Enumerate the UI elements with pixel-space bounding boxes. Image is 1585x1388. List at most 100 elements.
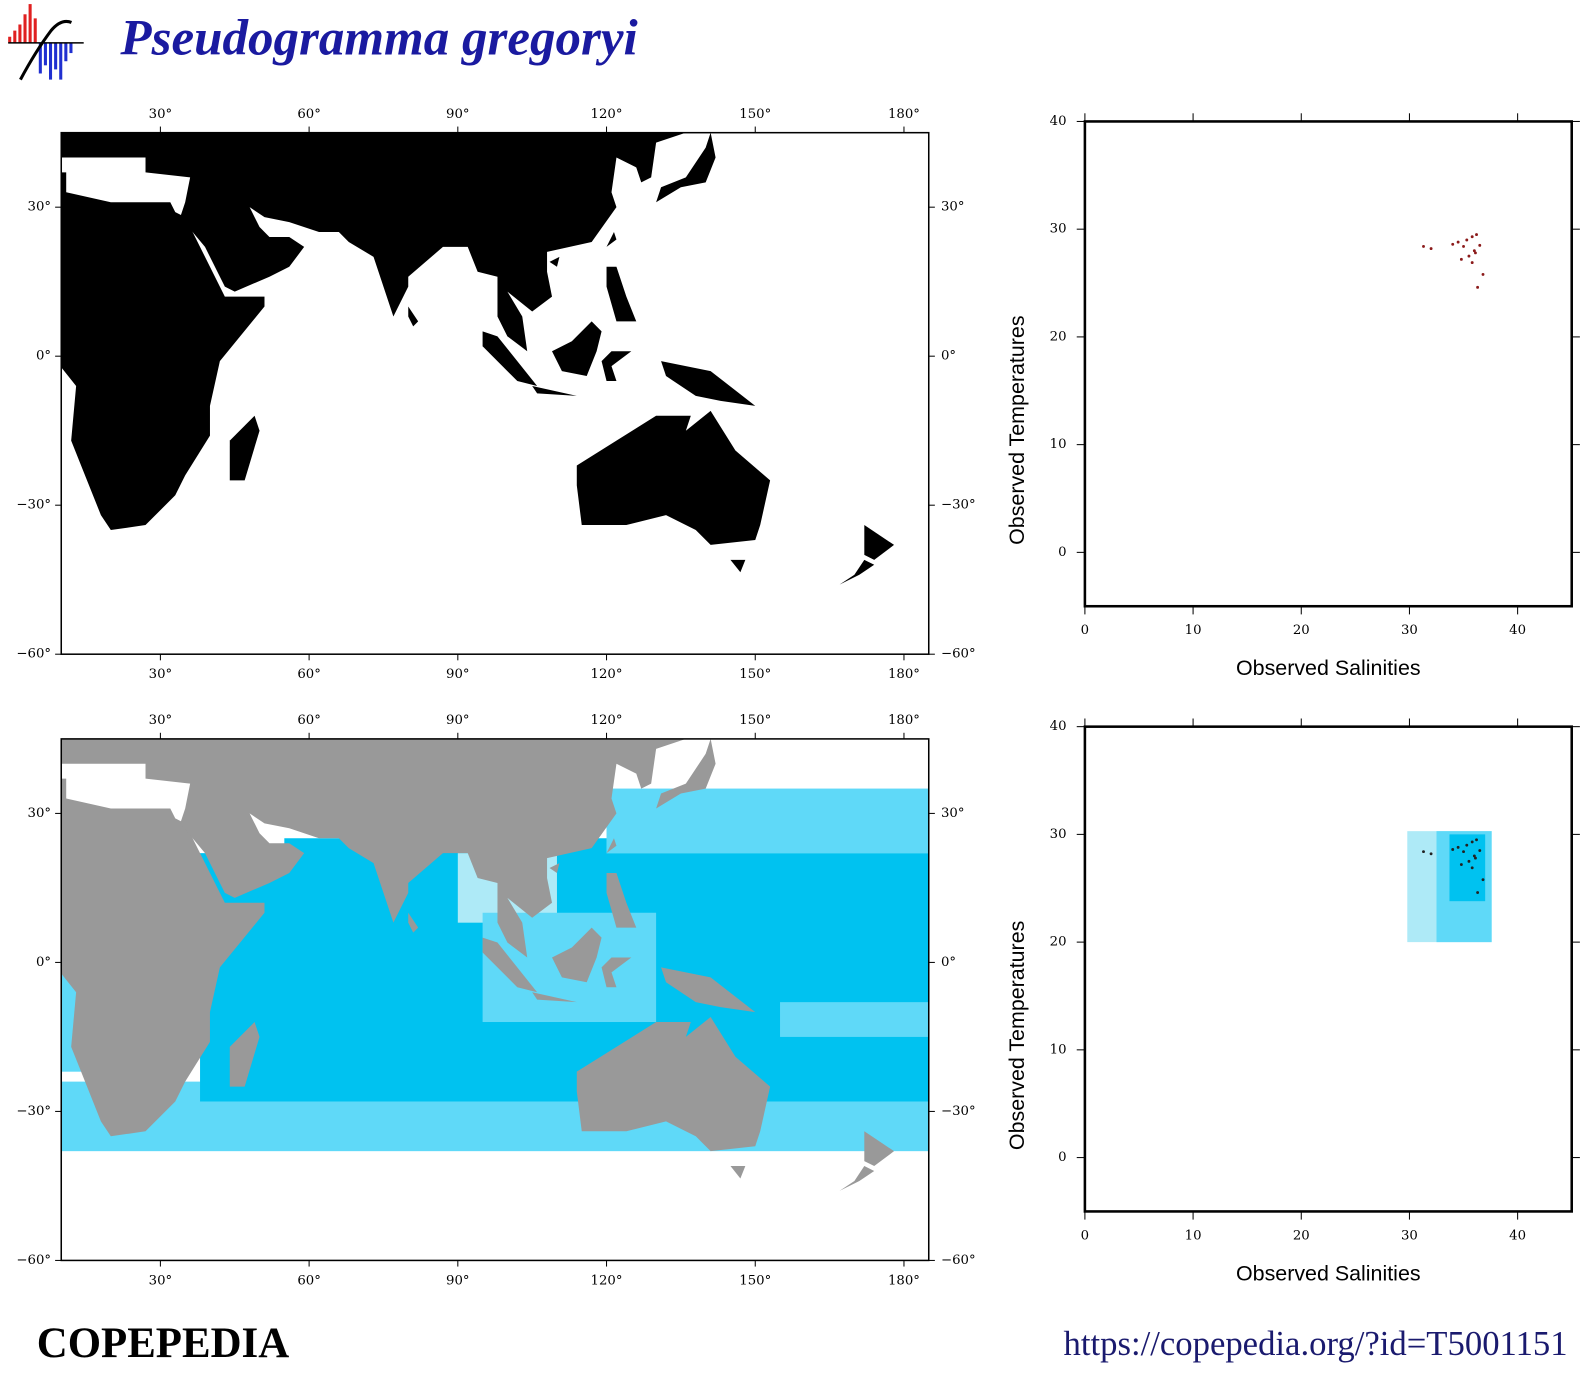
point	[1451, 848, 1455, 851]
point	[1476, 285, 1480, 289]
land	[839, 559, 875, 585]
x-tick-label: 180°	[888, 667, 920, 682]
land	[482, 937, 538, 993]
point	[1478, 849, 1482, 852]
y-tick-label: 10	[1050, 437, 1067, 452]
x-tick-label: 30	[1401, 1228, 1418, 1243]
point	[1470, 235, 1474, 239]
land	[576, 410, 771, 545]
land	[408, 306, 419, 327]
x-tick-label: 60°	[297, 667, 321, 682]
point	[1459, 257, 1463, 261]
plot-area	[1422, 233, 1485, 289]
land	[482, 331, 538, 386]
point	[1472, 249, 1476, 253]
x-tick-label: 60°	[297, 107, 321, 122]
x-tick-label: 20	[1293, 623, 1310, 638]
y-tick-label: 0	[1058, 1150, 1066, 1165]
land	[532, 385, 577, 396]
x-tick-label: 180°	[888, 713, 920, 728]
x-tick-label: 30°	[149, 107, 173, 122]
x-axis-label: Observed Salinities	[1236, 1261, 1421, 1285]
point	[1456, 240, 1460, 244]
point	[1429, 852, 1433, 856]
y-axis-label: Observed Temperatures	[1005, 315, 1029, 544]
point	[1429, 247, 1433, 250]
y-tick-label: −30°	[941, 498, 976, 513]
x-tick-label: 10	[1185, 1228, 1202, 1243]
distribution-zone	[780, 1002, 929, 1037]
point	[1475, 838, 1478, 842]
y-tick-label: 0°	[941, 349, 956, 364]
land	[730, 1166, 746, 1179]
point	[1465, 843, 1469, 847]
land	[606, 873, 637, 928]
point	[1422, 244, 1425, 248]
y-tick-label: 0°	[36, 955, 51, 970]
land	[839, 1166, 875, 1191]
x-tick-label: 90°	[446, 667, 470, 682]
x-tick-label: 180°	[888, 107, 920, 122]
x-tick-label: 0	[1081, 623, 1089, 638]
point	[1456, 845, 1460, 849]
point	[1465, 238, 1469, 242]
point	[1472, 854, 1476, 858]
y-tick-label: 0	[1058, 545, 1066, 560]
land	[61, 738, 686, 958]
x-tick-label: 0	[1081, 1228, 1089, 1243]
point	[1476, 891, 1480, 894]
y-tick-label: 0°	[941, 955, 956, 970]
y-tick-label: 40	[1050, 114, 1067, 129]
land	[532, 992, 577, 1003]
x-tick-label: 30°	[149, 713, 173, 728]
y-tick-label: 30°	[28, 200, 52, 215]
land	[61, 132, 686, 352]
map-frame	[60, 738, 930, 1262]
x-tick-label: 10	[1185, 623, 1202, 638]
point	[1462, 850, 1465, 854]
x-tick-label: 120°	[591, 713, 623, 728]
x-tick-label: 150°	[739, 667, 771, 682]
plot-area	[1407, 831, 1492, 943]
point	[1474, 251, 1477, 255]
y-tick-label: 10	[1050, 1042, 1067, 1057]
point	[1470, 840, 1474, 844]
land	[661, 967, 756, 1013]
y-tick-label: 20	[1050, 935, 1067, 950]
x-tick-label: 60°	[297, 713, 321, 728]
point	[1422, 850, 1425, 854]
x-tick-label: 60°	[297, 1273, 321, 1288]
point	[1451, 242, 1455, 246]
url[interactable]: https://copepedia.org/?id=T5001151	[1063, 1324, 1567, 1363]
point	[1481, 272, 1485, 276]
y-tick-label: 30°	[28, 806, 52, 821]
y-axis-label: Observed Temperatures	[1005, 921, 1029, 1150]
x-tick-label: 180°	[888, 1273, 920, 1288]
x-tick-label: 120°	[591, 667, 623, 682]
x-tick-label: 90°	[446, 107, 470, 122]
x-tick-label: 20	[1293, 1228, 1310, 1243]
logo	[8, 4, 84, 81]
land	[552, 927, 602, 983]
point	[1475, 233, 1478, 236]
point	[1470, 261, 1474, 265]
plot-frame	[1083, 725, 1573, 1213]
plot-area	[61, 132, 895, 585]
land	[576, 1017, 771, 1152]
y-tick-label: 30°	[941, 200, 965, 215]
x-tick-label: 40	[1509, 623, 1526, 638]
land	[601, 351, 632, 382]
land	[61, 778, 265, 1137]
x-tick-label: 30°	[149, 1273, 173, 1288]
point	[1478, 243, 1482, 247]
land	[601, 957, 632, 988]
y-tick-label: −60°	[941, 1253, 976, 1268]
y-tick-label: −30°	[16, 498, 51, 513]
x-tick-label: 120°	[591, 107, 623, 122]
x-tick-label: 120°	[591, 1273, 623, 1288]
point	[1467, 254, 1471, 258]
y-tick-label: 0°	[36, 349, 51, 364]
point	[1459, 863, 1463, 866]
